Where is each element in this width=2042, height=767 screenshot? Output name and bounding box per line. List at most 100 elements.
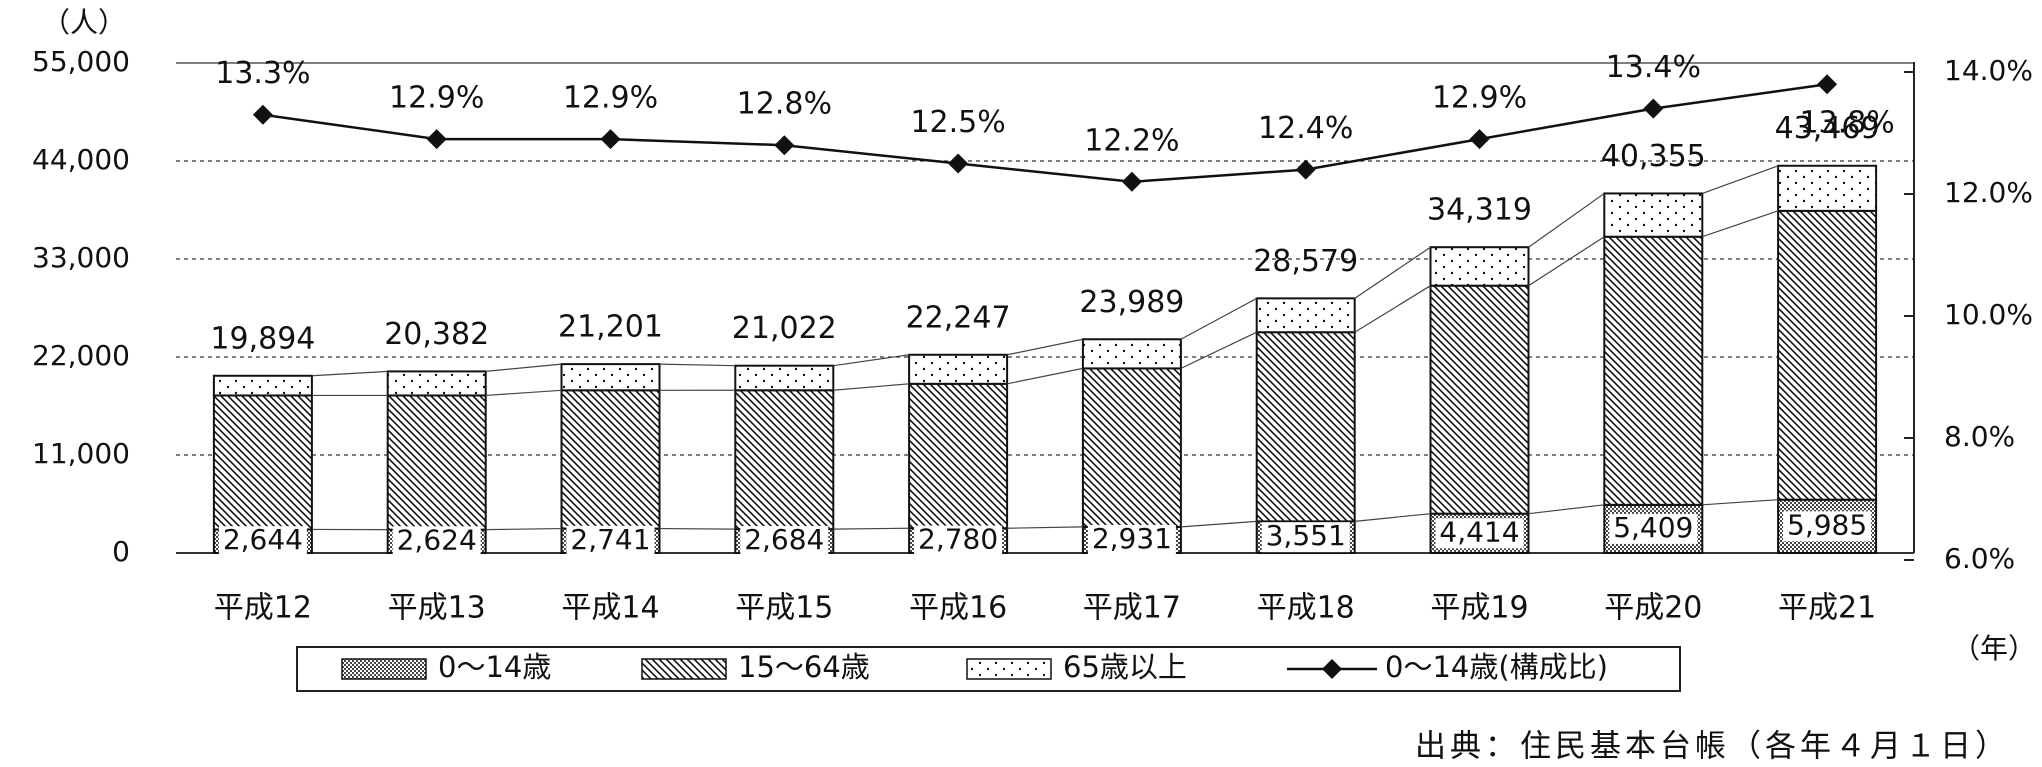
y2-tick-label: 14.0% [1944, 54, 2033, 87]
total-label: 43,469 [1775, 111, 1880, 146]
connector-line [1006, 367, 1084, 385]
bar-segment [1255, 331, 1356, 523]
connector-line [1180, 297, 1257, 340]
line-label: 12.9% [1432, 81, 1527, 116]
line-marker [1121, 171, 1142, 192]
bar-segment [1777, 209, 1878, 501]
label-bg [392, 526, 481, 557]
connector-line [1354, 246, 1431, 299]
legend-swatch [641, 658, 727, 680]
y2-tick-label: 8.0% [1944, 420, 2015, 453]
x-tick-label: 平成13 [388, 591, 486, 626]
label-bg [218, 526, 307, 557]
line-marker [1817, 74, 1838, 95]
connector-line [659, 527, 736, 530]
label-bg [1435, 518, 1524, 549]
legend-label: 0～14歳 [438, 650, 551, 684]
data-label: 4,414 [1439, 515, 1519, 548]
x-tick-label: 平成20 [1604, 591, 1702, 626]
legend-box [296, 646, 1681, 692]
connector-line [1006, 338, 1084, 356]
total-label: 22,247 [906, 300, 1011, 335]
connector-line [485, 389, 562, 397]
line-label: 12.2% [1084, 123, 1179, 158]
y2-tick-label: 6.0% [1944, 542, 2015, 575]
bar-segment [908, 353, 1009, 385]
connector-line [1354, 513, 1431, 522]
legend-label: 65歳以上 [1063, 650, 1187, 684]
bar-segment [1081, 338, 1182, 370]
bar-segment [560, 389, 661, 530]
bar-segment [1603, 235, 1704, 506]
legend-swatch [341, 658, 427, 680]
line-marker [600, 129, 621, 150]
connector-line [1007, 526, 1083, 529]
connector-line [833, 354, 910, 367]
x-tick-label: 平成21 [1778, 591, 1876, 626]
connector-line [1702, 499, 1779, 506]
bar-segment [212, 374, 313, 397]
y2-tick-label: 12.0% [1944, 176, 2033, 209]
label-bg [566, 525, 655, 556]
bar-segment [1429, 246, 1530, 287]
data-label: 3,551 [1266, 519, 1346, 552]
total-label: 40,355 [1601, 139, 1706, 174]
data-label: 2,644 [223, 523, 303, 556]
connector-line [1180, 331, 1257, 369]
line-label: 13.8% [1799, 106, 1894, 141]
line-marker [426, 129, 447, 150]
source-note: 出典：住民基本台帳（各年４月１日） [1415, 729, 2010, 765]
line-label: 13.3% [215, 56, 310, 91]
bar-segment [1777, 164, 1878, 212]
bar-segment [560, 363, 661, 392]
data-label: 2,780 [918, 523, 998, 556]
label-bg [740, 526, 829, 557]
x-tick-label: 平成14 [561, 591, 659, 626]
x-tick-label: 平成19 [1430, 591, 1528, 626]
bar-segment [212, 394, 313, 531]
line-marker [774, 135, 795, 156]
line-label: 12.9% [563, 81, 658, 116]
y-tick-label: 22,000 [32, 339, 130, 372]
data-label: 2,684 [744, 523, 824, 556]
line-label: 12.4% [1258, 111, 1353, 146]
total-label: 28,579 [1253, 244, 1358, 279]
total-label: 23,989 [1079, 285, 1184, 320]
line-label: 12.8% [737, 87, 832, 122]
bar-segment [1429, 284, 1530, 515]
total-label: 34,319 [1427, 193, 1532, 228]
legend-swatch [966, 658, 1052, 680]
line [262, 82, 1828, 184]
y-tick-label: 11,000 [32, 437, 130, 470]
y-tick-label: 33,000 [32, 241, 130, 274]
connector-line [1528, 504, 1605, 515]
connector-line [1702, 210, 1779, 238]
y-tick-label: 55,000 [32, 45, 130, 78]
line-marker [252, 104, 273, 125]
y-unit: （人） [42, 6, 126, 39]
bar-segment [1081, 367, 1182, 528]
x-tick-label: 平成15 [735, 591, 833, 626]
y-tick-label: 44,000 [32, 143, 130, 176]
data-label: 2,741 [570, 523, 650, 556]
connector-line [485, 527, 562, 531]
bar-segment [734, 389, 835, 531]
line-marker [1295, 159, 1316, 180]
x-tick-label: 平成12 [214, 591, 312, 626]
connector-line [1180, 520, 1257, 528]
legend-swatch [1322, 659, 1342, 679]
line-label: 13.4% [1606, 50, 1701, 85]
legend-label: 0～14歳(構成比) [1385, 650, 1608, 684]
line-label: 12.5% [910, 105, 1005, 140]
bar-segment [1603, 192, 1704, 238]
connector-line [833, 527, 910, 530]
data-label: 2,931 [1092, 522, 1172, 555]
total-label: 21,022 [732, 311, 837, 346]
total-label: 20,382 [384, 317, 489, 352]
line-marker [948, 153, 969, 174]
x-tick-label: 平成16 [909, 591, 1007, 626]
legend-label: 15～64歳 [738, 650, 870, 684]
total-label: 19,894 [210, 321, 315, 356]
label-bg [914, 525, 1003, 556]
